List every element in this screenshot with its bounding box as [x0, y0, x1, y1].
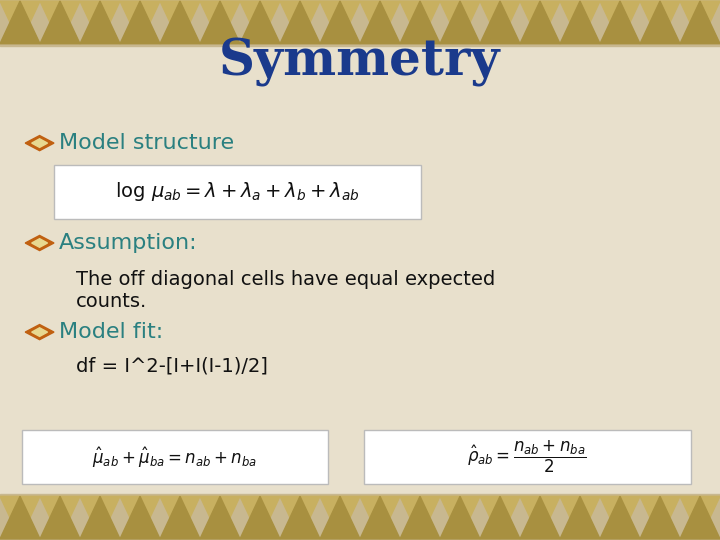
Polygon shape	[40, 496, 80, 539]
Bar	[0, 494, 720, 540]
Text: Model structure: Model structure	[59, 133, 234, 153]
Polygon shape	[480, 496, 520, 539]
Polygon shape	[520, 496, 560, 539]
Polygon shape	[680, 1, 720, 44]
Polygon shape	[400, 496, 440, 539]
Text: Symmetry: Symmetry	[220, 38, 500, 86]
Polygon shape	[40, 496, 80, 539]
Polygon shape	[320, 1, 360, 44]
Polygon shape	[600, 1, 640, 44]
Text: Model fit:: Model fit:	[59, 322, 163, 342]
Polygon shape	[480, 1, 520, 44]
Polygon shape	[360, 1, 400, 44]
Polygon shape	[0, 1, 40, 44]
Polygon shape	[240, 496, 280, 539]
Polygon shape	[280, 496, 320, 539]
Polygon shape	[25, 325, 54, 340]
Polygon shape	[160, 1, 200, 44]
Polygon shape	[120, 1, 160, 44]
Polygon shape	[120, 496, 160, 539]
Text: counts.: counts.	[76, 292, 147, 311]
Polygon shape	[0, 496, 40, 539]
Text: $\log\,\mu_{ab} = \lambda + \lambda_a + \lambda_b + \lambda_{ab}$: $\log\,\mu_{ab} = \lambda + \lambda_a + …	[115, 180, 360, 203]
Polygon shape	[120, 1, 160, 44]
Polygon shape	[80, 496, 120, 539]
Polygon shape	[400, 496, 440, 539]
Polygon shape	[320, 496, 360, 539]
Polygon shape	[280, 1, 320, 44]
Polygon shape	[480, 496, 520, 539]
Polygon shape	[400, 1, 440, 44]
Polygon shape	[160, 496, 200, 539]
Polygon shape	[480, 1, 520, 44]
Text: df = I^2-[I+I(I-1)/2]: df = I^2-[I+I(I-1)/2]	[76, 356, 267, 376]
Polygon shape	[80, 1, 120, 44]
Polygon shape	[120, 496, 160, 539]
Polygon shape	[80, 1, 120, 44]
Polygon shape	[40, 1, 80, 44]
Polygon shape	[400, 1, 440, 44]
Text: The off diagonal cells have equal expected: The off diagonal cells have equal expect…	[76, 270, 495, 289]
FancyBboxPatch shape	[22, 430, 328, 484]
Polygon shape	[440, 1, 480, 44]
Polygon shape	[680, 496, 720, 539]
Polygon shape	[520, 496, 560, 539]
Polygon shape	[40, 1, 80, 44]
Polygon shape	[560, 496, 600, 539]
Polygon shape	[640, 1, 680, 44]
Polygon shape	[440, 1, 480, 44]
Text: $\hat{\mu}_{ab} + \hat{\mu}_{ba} = n_{ab} + n_{ba}$: $\hat{\mu}_{ab} + \hat{\mu}_{ba} = n_{ab…	[92, 445, 256, 470]
FancyBboxPatch shape	[364, 430, 691, 484]
Polygon shape	[32, 328, 48, 336]
Polygon shape	[440, 496, 480, 539]
Polygon shape	[160, 1, 200, 44]
Polygon shape	[520, 1, 560, 44]
Polygon shape	[200, 1, 240, 44]
Polygon shape	[32, 239, 48, 247]
Polygon shape	[80, 496, 120, 539]
Polygon shape	[280, 1, 320, 44]
Polygon shape	[360, 496, 400, 539]
Polygon shape	[320, 1, 360, 44]
Polygon shape	[160, 496, 200, 539]
Bar	[0, 0, 720, 46]
Text: Assumption:: Assumption:	[59, 233, 198, 253]
Polygon shape	[0, 1, 40, 44]
Polygon shape	[320, 496, 360, 539]
Polygon shape	[600, 1, 640, 44]
Text: $\hat{\rho}_{ab} = \dfrac{n_{ab} + n_{ba}}{2}$: $\hat{\rho}_{ab} = \dfrac{n_{ab} + n_{ba…	[467, 439, 587, 476]
Polygon shape	[200, 1, 240, 44]
Polygon shape	[640, 496, 680, 539]
Polygon shape	[440, 496, 480, 539]
Polygon shape	[680, 1, 720, 44]
Polygon shape	[600, 496, 640, 539]
Polygon shape	[680, 496, 720, 539]
Polygon shape	[25, 136, 54, 151]
Polygon shape	[360, 1, 400, 44]
Polygon shape	[560, 1, 600, 44]
Polygon shape	[640, 1, 680, 44]
Polygon shape	[240, 1, 280, 44]
Polygon shape	[560, 496, 600, 539]
Polygon shape	[32, 139, 48, 147]
Polygon shape	[240, 496, 280, 539]
Polygon shape	[520, 1, 560, 44]
Polygon shape	[360, 496, 400, 539]
Polygon shape	[200, 496, 240, 539]
Polygon shape	[280, 496, 320, 539]
Polygon shape	[0, 496, 40, 539]
FancyBboxPatch shape	[54, 165, 421, 219]
Polygon shape	[25, 235, 54, 251]
Polygon shape	[560, 1, 600, 44]
Polygon shape	[240, 1, 280, 44]
Polygon shape	[200, 496, 240, 539]
Polygon shape	[600, 496, 640, 539]
Polygon shape	[640, 496, 680, 539]
